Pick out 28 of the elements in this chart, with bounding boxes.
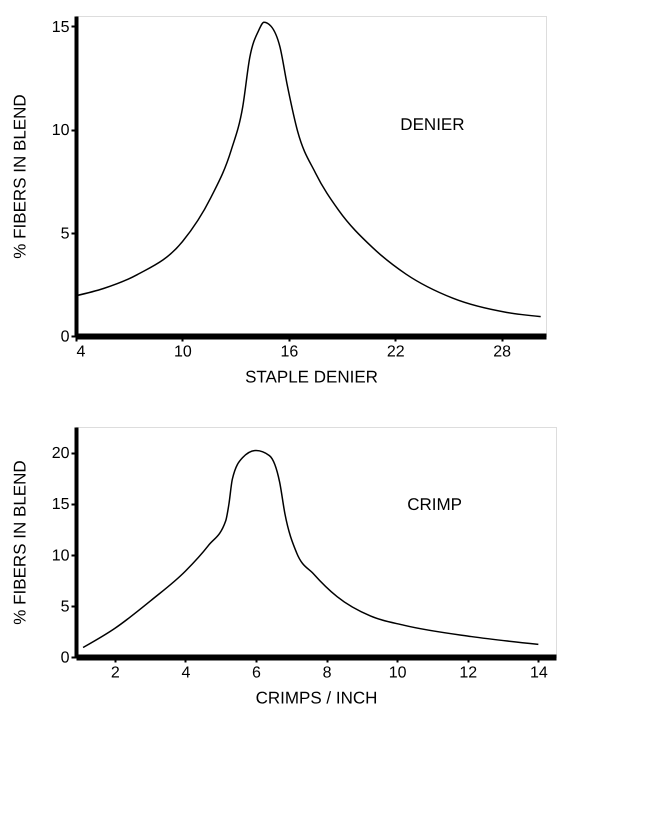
y-tick-label: 15 xyxy=(52,18,70,36)
x-tick-label: 2 xyxy=(110,664,120,682)
y-tick-label: 10 xyxy=(52,547,70,564)
line-series xyxy=(82,450,540,648)
y-tick-label: 0 xyxy=(60,650,70,666)
y-tick-label: 5 xyxy=(60,225,70,242)
text: CRIMP xyxy=(407,495,462,514)
x-tick-label: 12 xyxy=(459,664,478,682)
x-tick-label: 6 xyxy=(252,664,262,682)
x-tick-label: 22 xyxy=(386,344,405,360)
y-tick-label: 15 xyxy=(52,496,70,514)
text: DENIER xyxy=(400,114,465,134)
y-tick-label: 5 xyxy=(60,598,70,616)
x-tick-label: 4 xyxy=(181,664,190,682)
x-tick-label: 10 xyxy=(174,344,192,360)
y-tick-label: 20 xyxy=(52,445,70,462)
x-tick-label: 4 xyxy=(76,344,86,360)
y-axis-title: % FIBERS IN BLEND xyxy=(10,460,30,625)
y-axis-title: % FIBERS IN BLEND xyxy=(10,94,30,259)
x-tick-label: 14 xyxy=(530,664,548,682)
x-tick-label: 10 xyxy=(388,664,407,682)
x-tick-label: 16 xyxy=(280,344,298,360)
y-tick-label: 0 xyxy=(60,328,70,346)
x-axis-title: CRIMPS / INCH xyxy=(256,688,378,708)
x-axis-title: STAPLE DENIER xyxy=(245,368,378,386)
x-tick-label: 8 xyxy=(322,664,332,682)
y-tick-label: 10 xyxy=(52,122,70,140)
x-tick-label: 28 xyxy=(493,344,512,360)
